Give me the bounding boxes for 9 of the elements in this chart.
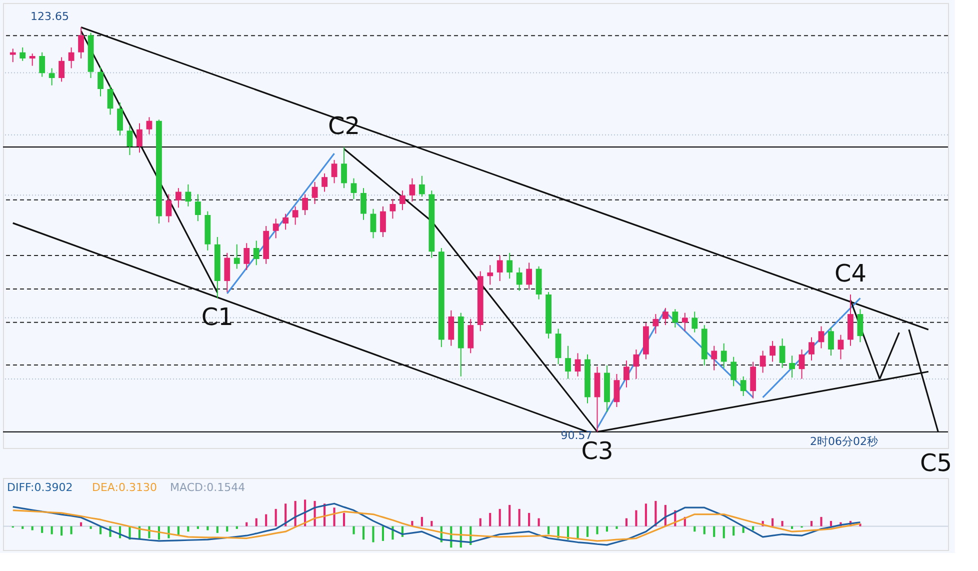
text: C5	[920, 449, 952, 477]
text: MACD:0.1544	[170, 481, 246, 494]
series-label: DIFF:0.3902	[7, 481, 73, 494]
text: 123.65	[30, 10, 69, 23]
text: DEA:0.3130	[92, 481, 157, 494]
annotation: C4	[834, 259, 866, 288]
text: 2时06分02秒	[810, 435, 878, 448]
annotation: C1	[201, 303, 234, 332]
annotation: C2	[328, 112, 360, 140]
